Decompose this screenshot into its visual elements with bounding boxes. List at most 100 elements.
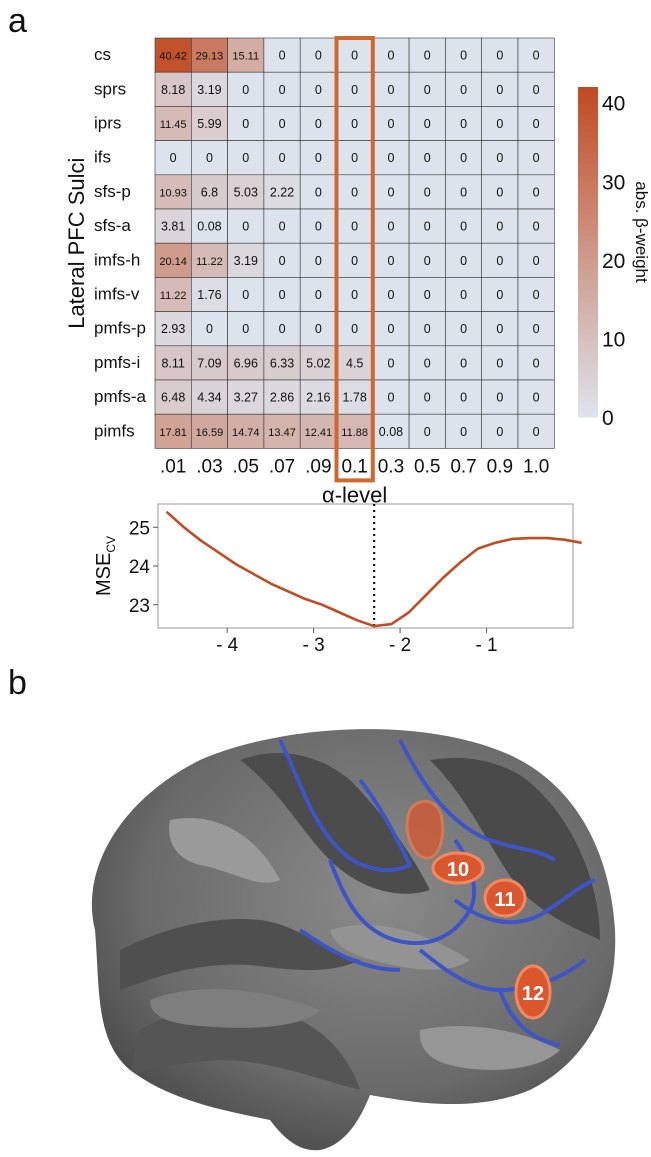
column-label: 0.5 [414, 456, 440, 477]
y-tick-label: 23 [129, 596, 150, 617]
cell-value: 0 [242, 322, 249, 336]
heatmap-cell [517, 413, 555, 449]
heatmap-cell [154, 345, 192, 381]
heatmap-cell [481, 106, 519, 141]
cell-value: 20.14 [159, 256, 187, 268]
figure-a: 40.42 29.13 15.11 0 0 0 0 0 0 0 0 cs 8.18 3.19 0 0 0 0 0 0 0… [64, 36, 651, 660]
colorbar-step [578, 400, 598, 407]
column-label: .09 [305, 456, 331, 477]
row-label: ifs [94, 148, 111, 167]
heatmap-cell [336, 208, 374, 244]
cell-value: 0 [242, 151, 249, 165]
brain-hemisphere: 10 11 12 [91, 729, 616, 1151]
cell-value: 0 [279, 117, 286, 131]
sulcus-outline-1 [278, 739, 412, 872]
cell-value: 0 [315, 185, 322, 199]
cell-value: 4.5 [346, 356, 363, 370]
y-tick-label: 25 [129, 518, 150, 539]
cell-value: 0 [460, 185, 467, 199]
column-label: 0.1 [341, 456, 367, 477]
colorbar-step [578, 285, 598, 292]
colorbar-step [578, 301, 598, 308]
colorbar-step [578, 164, 598, 171]
heatmap-cell [299, 242, 337, 278]
colorbar-step [578, 411, 598, 418]
row-label: pmfs-p [94, 319, 146, 338]
colorbar-step [578, 246, 598, 253]
colorbar-tick-label: 20 [602, 250, 625, 273]
cell-value: 0 [315, 49, 322, 63]
temporal-gyrus [150, 989, 320, 1028]
cell-value: 0 [351, 83, 358, 97]
row-label: sfs-p [94, 182, 131, 201]
mse-line-chart: 23 24 25 - 4 - 3 - 2 - 1 log(α) MSECV [93, 503, 582, 660]
heatmap-cell [517, 71, 555, 107]
heatmap-cell [408, 37, 446, 73]
heatmap-cell [191, 174, 228, 210]
cell-value: 0 [387, 254, 394, 268]
cell-value: 12.41 [305, 427, 333, 439]
column-label: .05 [233, 456, 259, 477]
cell-value: 0 [206, 151, 213, 165]
cell-value: 0 [279, 220, 286, 234]
heatmap-cell [299, 277, 337, 312]
roi-10-label: 10 [447, 859, 469, 881]
colorbar: 0 10 20 30 40 abs. β-weight [578, 87, 651, 430]
cell-value: 0 [315, 83, 322, 97]
column-label: .03 [196, 456, 222, 477]
heatmap-cell [481, 311, 519, 347]
colorbar-step [578, 120, 598, 127]
x-tick-label: - 1 [475, 635, 497, 656]
colorbar-step [578, 340, 598, 347]
row-label: imfs-v [94, 285, 140, 304]
colorbar-step [578, 114, 598, 121]
cell-value: 0 [315, 322, 322, 336]
cell-value: 0 [460, 391, 467, 405]
heatmap-cell [445, 345, 482, 381]
heatmap-cell [191, 106, 228, 141]
cell-value: 0 [315, 117, 322, 131]
cell-value: 0 [170, 151, 177, 165]
roi-11-shape [483, 878, 527, 918]
cell-value: 40.42 [159, 51, 187, 63]
heatmap-cell [517, 277, 555, 312]
cell-value: 0 [387, 322, 394, 336]
cell-value: 0 [315, 151, 322, 165]
heatmap-cell [227, 379, 265, 415]
heatmap-cell [299, 37, 337, 73]
cell-value: 0 [460, 322, 467, 336]
cell-value: 0 [206, 322, 213, 336]
gyrus-light-2 [330, 924, 470, 970]
heatmap-cell [227, 242, 265, 278]
heatmap-cell [372, 71, 410, 107]
heatmap-cell [517, 37, 555, 73]
cell-value: 29.13 [196, 51, 224, 63]
colorbar-step [578, 147, 598, 154]
heatmap-cell [372, 208, 410, 244]
cell-value: 0 [424, 391, 431, 405]
heatmap-cell [336, 242, 374, 278]
heatmap-cell [336, 106, 374, 141]
heatmap-cell [154, 71, 192, 107]
mse-ylabel: MSECV [93, 536, 118, 596]
cell-value: 0 [424, 83, 431, 97]
cell-value: 0 [242, 117, 249, 131]
colorbar-step [578, 136, 598, 143]
cell-value: 0.08 [197, 220, 221, 234]
cell-value: 0 [387, 288, 394, 302]
cell-value: 0 [533, 49, 540, 63]
y-tick-label: 24 [129, 557, 151, 578]
heatmap-cell [445, 242, 482, 278]
cell-value: 6.8 [201, 185, 218, 199]
heatmap-cell [154, 413, 192, 449]
colorbar-step [578, 142, 598, 149]
cell-value: 0 [533, 356, 540, 370]
cell-value: 0 [496, 425, 503, 439]
heatmap-cell [227, 413, 265, 449]
heatmap-cell [299, 413, 337, 449]
heatmap-cell [408, 413, 446, 449]
heatmap-cell [481, 208, 519, 244]
heatmap-cell [517, 345, 555, 381]
sulcus-outline-7 [498, 989, 561, 1047]
heatmap-cell [445, 174, 482, 210]
